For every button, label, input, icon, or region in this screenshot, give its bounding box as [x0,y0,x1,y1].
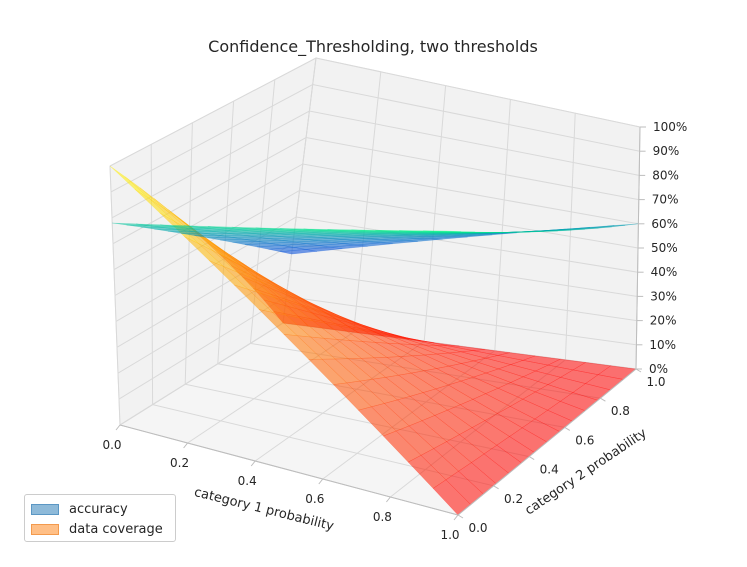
y-tick-label: 0.6 [575,433,594,447]
x-tick [386,496,391,503]
x-tick-label: 0.6 [305,492,324,506]
legend-item-data-coverage: data coverage [31,519,169,539]
surface-data-coverage [109,165,637,516]
x-tick-label: 0.2 [170,456,189,470]
legend-label: accuracy [69,501,128,517]
x-tick-label: 1.0 [440,528,459,542]
axis-group: 0.00.20.40.60.81.0 0.00.20.40.60.81.00%10… [102,120,687,542]
surface-cell [547,229,585,232]
y-tick-label: 0.0 [468,521,487,535]
x-tick [453,514,459,521]
surface-accuracy [112,222,639,255]
z-tick-label: 50% [651,241,678,255]
surface-cell [492,231,531,233]
y-tick [528,456,535,461]
y-tick [493,485,499,490]
surface-group [109,165,639,516]
z-tick-label: 30% [650,289,677,303]
legend-item-accuracy: accuracy [31,499,169,519]
y-tick [564,426,571,431]
surface-cell [574,226,612,230]
legend-swatch-data-coverage [31,523,59,535]
y-tick [600,397,606,402]
y-gridline [150,144,494,487]
z-tick-label: 90% [653,144,680,158]
z-tick-label: 0% [649,362,668,376]
x-tick-label: 0.8 [373,510,392,524]
x-tick-label: 0.0 [102,438,121,452]
pane-group [109,57,641,516]
surface-cell [506,231,545,233]
chart-title: Confidence_Thresholding, two thresholds [208,37,538,57]
x-tick-label: 0.4 [238,474,257,488]
x-tick [183,442,188,449]
x-tick [115,424,121,431]
legend: accuracy data coverage [24,494,176,542]
y-tick-label: 0.4 [540,463,559,477]
z-tick-label: 10% [649,338,676,352]
z-tick-label: 40% [651,265,678,279]
x-tick [250,460,256,467]
legend-swatch-accuracy [31,503,59,515]
z-tick-label: 60% [651,217,678,231]
surface-cell [423,230,462,232]
x-axis-line [119,424,459,516]
y-tick-label: 0.8 [611,404,630,418]
y-axis-line [457,368,637,516]
legend-label: data coverage [69,521,163,537]
x-tick [318,478,324,485]
z-tick-label: 100% [653,120,687,134]
z-tick-label: 70% [652,193,679,207]
y-tick-label: 0.2 [504,492,523,506]
y-tick [457,514,464,519]
y-tick-label: 1.0 [646,375,665,389]
surface-cell [533,229,572,232]
z-tick-label: 80% [652,168,679,182]
z-tick-label: 20% [650,314,677,328]
